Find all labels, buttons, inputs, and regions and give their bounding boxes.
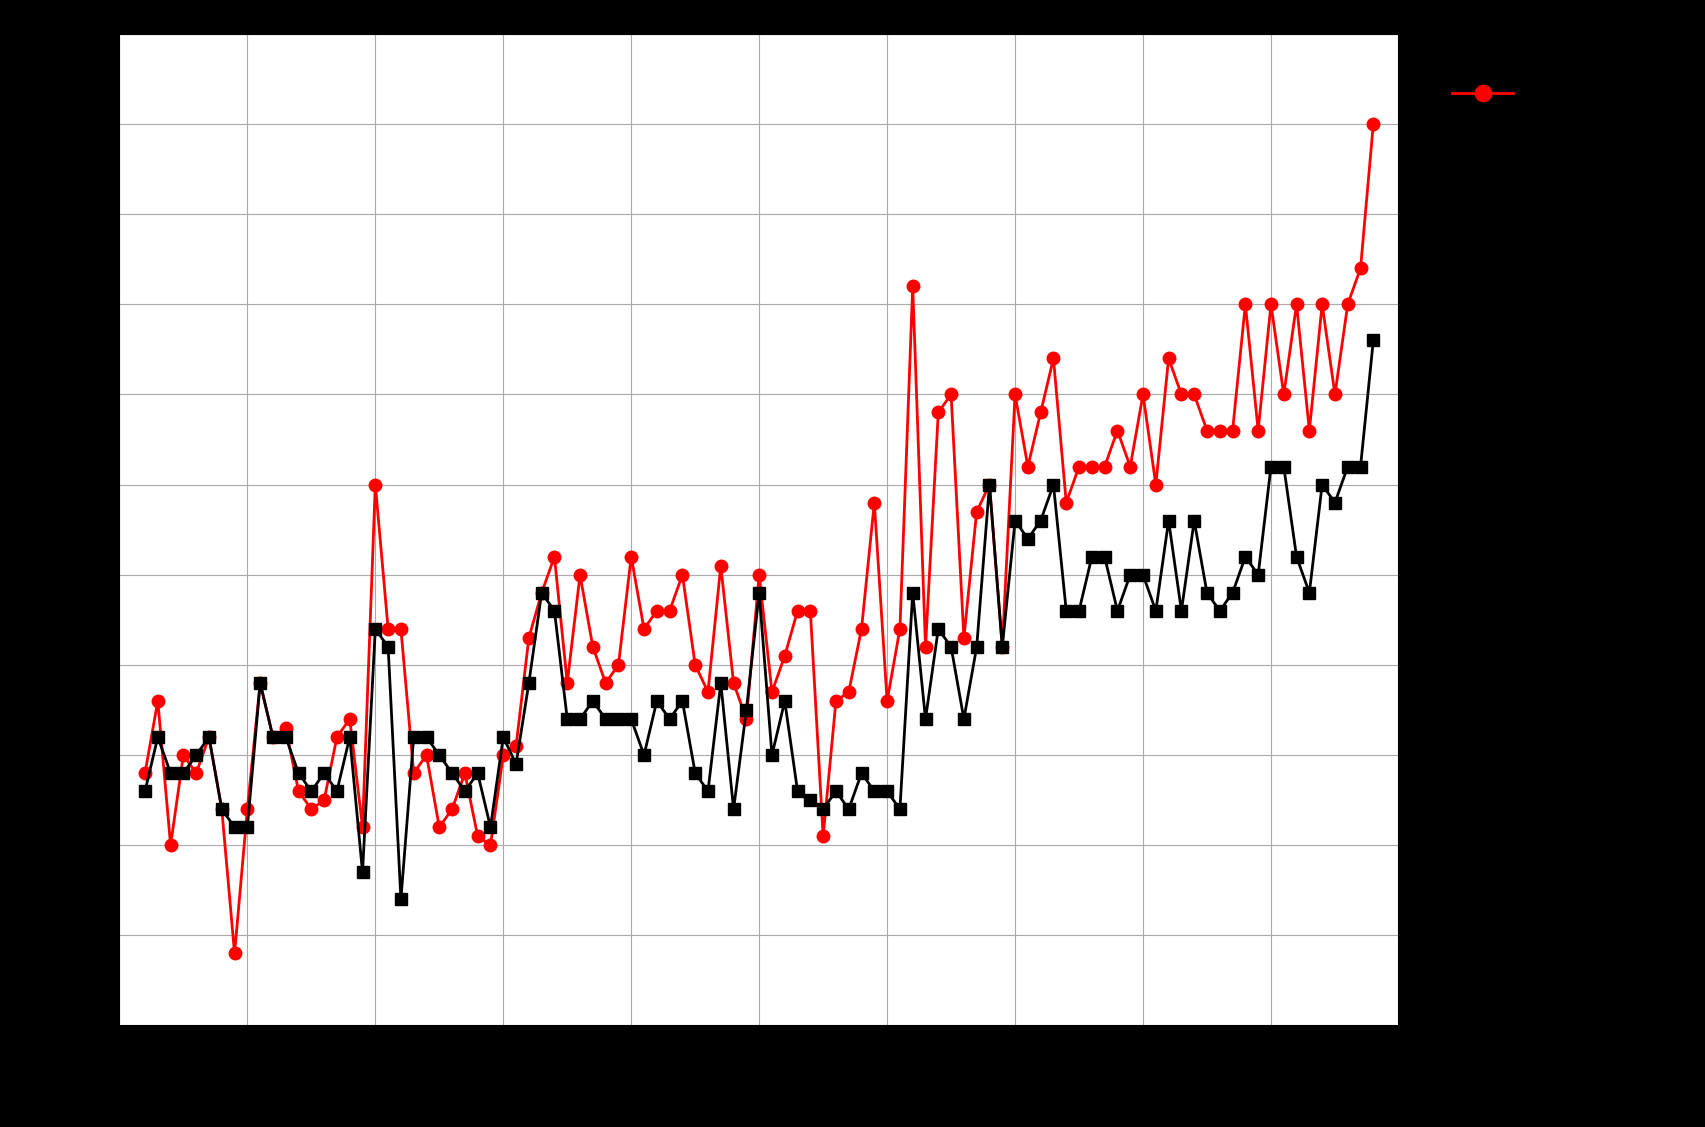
札幌 [851,622,871,636]
札幌 [237,802,257,816]
Legend: 札幌, 15地点: 札幌, 15地点 [1439,69,1618,243]
Line: 15地点: 15地点 [138,334,1379,906]
15地点 [1362,334,1383,347]
札幌 [467,829,488,843]
15地点 [851,766,871,780]
15地点 [467,766,488,780]
15地点 [172,766,193,780]
15地点 [760,748,781,762]
15地点 [223,820,244,834]
X-axis label: （年）: （年） [737,1071,781,1094]
札幌 [1362,117,1383,131]
15地点 [135,784,155,798]
札幌 [760,685,781,699]
札幌 [172,748,193,762]
札幌 [135,766,155,780]
Line: 札幌: 札幌 [138,117,1379,960]
札幌 [223,947,244,960]
札幌 [1093,460,1113,473]
15地点 [390,893,411,906]
15地点 [1093,550,1113,564]
